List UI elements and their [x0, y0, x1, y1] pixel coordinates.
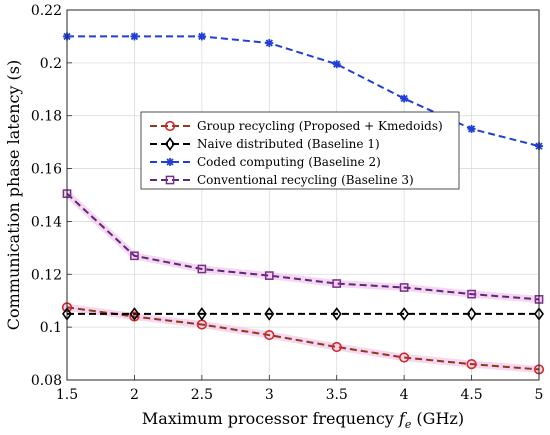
y-tick-label: 0.1: [40, 320, 62, 336]
data-point-marker: [466, 307, 477, 321]
legend-marker: [164, 120, 176, 132]
x-tick-label: 1.5: [56, 387, 78, 403]
series-line: [66, 306, 540, 371]
data-point-marker: [332, 60, 341, 69]
x-tick-label: 3: [265, 387, 274, 403]
data-point-marker: [331, 307, 342, 321]
y-tick-label: 0.08: [31, 373, 62, 389]
x-tick-label: 5: [535, 387, 544, 403]
y-tick-label: 0.14: [31, 214, 62, 230]
data-point-marker: [399, 283, 409, 292]
series-line: [67, 35, 540, 148]
x-axis-label-var: f: [398, 409, 408, 428]
data-point-marker: [264, 307, 275, 321]
legend-box: [140, 111, 460, 190]
data-point-marker: [466, 359, 477, 370]
data-point-marker: [331, 341, 342, 353]
y-tick-label: 0.2: [40, 56, 62, 72]
legend-marker: [165, 137, 175, 151]
x-tick-label: 2.5: [191, 387, 213, 403]
data-point-marker: [130, 32, 139, 41]
data-point-marker: [196, 307, 207, 321]
data-point-marker: [129, 307, 140, 321]
x-tick-label: 3.5: [326, 387, 348, 403]
legend-label: Group recycling (Proposed + Kmedoids): [197, 119, 443, 133]
y-tick-label: 0.18: [31, 109, 62, 125]
x-tick-label: 4.5: [460, 387, 482, 403]
data-point-marker: [129, 311, 140, 322]
plot-frame: [66, 9, 540, 381]
legend-label: Coded computing (Baseline 2): [197, 155, 381, 169]
data-point-marker: [264, 329, 275, 341]
y-tick-label: 0.12: [31, 267, 62, 283]
data-point-marker: [197, 264, 207, 274]
y-ticks: 0.08 0.1 0.12 0.14 0.16 0.18 0.2 0.22: [31, 3, 72, 389]
x-tick-label: 2: [130, 387, 139, 403]
series-line: [66, 192, 540, 301]
data-point-marker: [265, 39, 274, 48]
x-axis-label-prefix: Maximum processor frequency: [142, 409, 399, 428]
data-point-marker: [130, 251, 139, 261]
y-axis-label: Communication phase latency (s): [4, 60, 23, 331]
x-axis-label: Maximum processor frequency fe (GHz): [142, 409, 464, 431]
x-axis-label-suffix: (GHz): [411, 409, 464, 428]
data-point-marker: [197, 32, 206, 41]
data-point-marker: [400, 94, 409, 103]
data-point-marker: [467, 124, 476, 133]
legend: Group recycling (Proposed + Kmedoids) Nai…: [140, 111, 460, 190]
data-point-marker: [399, 307, 410, 321]
data-point-marker: [332, 279, 342, 288]
data-point-marker: [467, 289, 476, 299]
y-tick-label: 0.22: [31, 3, 62, 19]
x-axis-label-sub: e: [405, 418, 412, 431]
x-ticks: 1.5 2 2.5 3 3.5 4 4.5 5: [56, 375, 544, 403]
legend-marker: [165, 175, 175, 185]
legend-label: Conventional recycling (Baseline 3): [197, 173, 414, 187]
legend-label: Naive distributed (Baseline 1): [197, 137, 380, 151]
x-tick-label: 4: [400, 387, 409, 403]
data-point-marker: [264, 271, 274, 280]
y-tick-label: 0.16: [31, 162, 62, 178]
legend-marker: [166, 158, 174, 166]
series-lines: [63, 35, 543, 373]
data-point-marker: [399, 352, 410, 363]
